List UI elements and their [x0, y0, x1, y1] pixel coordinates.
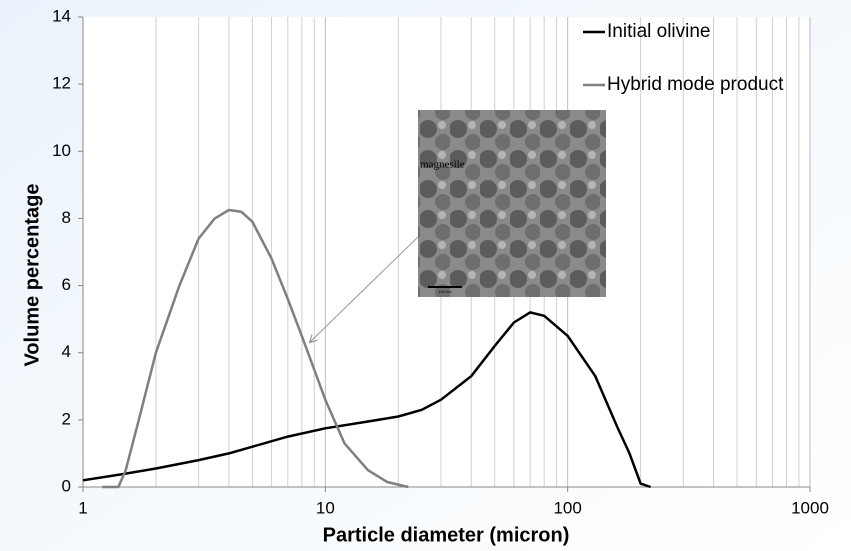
series-line	[102, 208, 409, 489]
x-axis-label: Particle diameter (micron)	[323, 524, 570, 546]
y-tick-label: 12	[52, 74, 71, 93]
y-tick-label: 8	[62, 208, 71, 227]
y-tick-label: 0	[62, 476, 71, 495]
arrow	[310, 236, 419, 342]
inset-image	[418, 110, 606, 297]
x-tick-label: 10	[316, 498, 335, 517]
legend-label: Hybrid mode product	[607, 74, 784, 95]
series-line	[82, 311, 652, 489]
legend-label: Initial olivine	[607, 21, 711, 42]
y-tick-label: 2	[62, 409, 71, 428]
y-tick-label: 6	[62, 275, 71, 294]
y-axis-label: Volume percentage	[21, 183, 43, 366]
x-tick-label: 1000	[791, 498, 829, 517]
x-tick-label: 100	[553, 498, 581, 517]
y-tick-label: 14	[52, 6, 71, 25]
y-tick-label: 10	[52, 141, 71, 160]
inset-label: magnesile	[420, 159, 465, 171]
y-tick-label: 4	[62, 342, 71, 361]
x-tick-label: 1	[78, 498, 87, 517]
scale-label: 100 nm	[438, 289, 452, 294]
